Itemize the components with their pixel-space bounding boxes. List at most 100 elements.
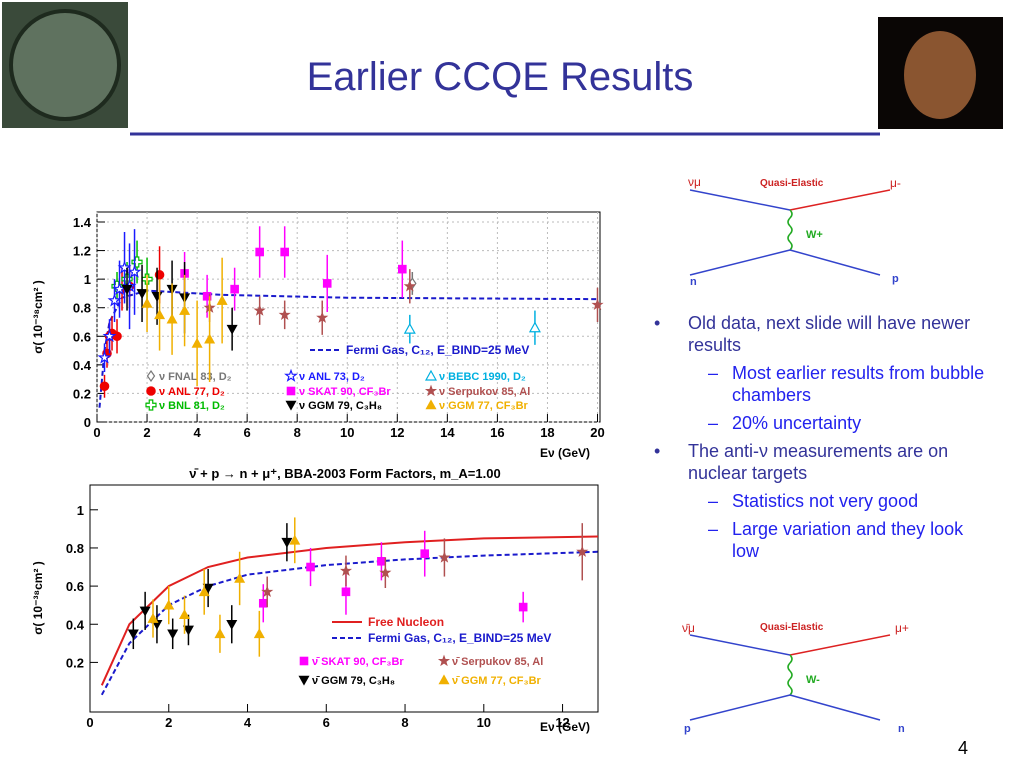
y-axis-label: σ( 10⁻³⁸cm² ) — [31, 280, 45, 354]
marker — [286, 386, 296, 396]
marker — [298, 675, 310, 686]
marker — [214, 628, 226, 639]
marker — [438, 674, 450, 685]
particle: ν̄μ — [682, 621, 695, 635]
marker — [289, 534, 301, 545]
legend-label: ν GGM 79, C₃H₈ — [299, 400, 382, 412]
marker — [182, 625, 194, 636]
fermion-line — [689, 249, 791, 276]
legend-label: Fermi Gas, C₁₂, E_BIND=25 MeV — [346, 343, 529, 357]
marker — [167, 629, 179, 640]
y-tick-label: 1 — [77, 503, 84, 518]
marker — [136, 289, 148, 300]
marker — [528, 321, 541, 333]
particle: νμ — [688, 175, 701, 189]
bullet: Most earlier results from bubble chamber… — [648, 362, 988, 406]
x-tick-label: 10 — [340, 425, 354, 440]
y-tick-label: 0.4 — [66, 617, 85, 632]
x-tick-label: 10 — [477, 715, 491, 730]
marker — [379, 566, 392, 578]
y-tick-label: 0.4 — [73, 358, 92, 373]
bullet: Statistics not very good — [648, 490, 988, 512]
marker — [202, 291, 212, 301]
fermion-line — [789, 634, 891, 656]
x-axis-label: Eν (GeV) — [540, 720, 590, 734]
legend-label: ν ANL 77, D₂ — [159, 386, 225, 398]
marker — [425, 399, 437, 410]
model-curve — [100, 550, 599, 696]
x-tick-label: 0 — [93, 425, 100, 440]
marker — [403, 279, 416, 292]
marker — [261, 585, 274, 597]
marker — [216, 294, 228, 305]
marker — [99, 381, 110, 392]
marker — [424, 384, 438, 397]
boson-line — [787, 209, 793, 251]
y-tick-label: 0.2 — [73, 386, 91, 401]
fermion-line — [689, 694, 791, 721]
y-tick-label: 0.6 — [73, 329, 91, 344]
marker — [154, 309, 166, 320]
marker — [284, 368, 298, 382]
fermion-line — [789, 189, 891, 211]
marker — [316, 311, 329, 323]
marker — [299, 656, 309, 666]
legend-label: ν SKAT 90, CF₃Br — [299, 386, 391, 398]
marker — [437, 654, 451, 667]
fermion-line — [789, 249, 881, 276]
legend-label: ν̄ Serpukov 85, Al — [452, 656, 543, 668]
x-axis-label: Eν (GeV) — [540, 446, 590, 460]
x-tick-label: 6 — [323, 715, 330, 730]
marker — [97, 350, 112, 364]
legend-label: ν BNL 81, D₂ — [159, 400, 225, 412]
diagram-label: Quasi-Elastic — [760, 178, 824, 189]
portrait-face — [904, 31, 976, 119]
marker — [179, 304, 191, 315]
legend-label: Free Nucleon — [368, 615, 444, 629]
particle: p — [892, 273, 899, 285]
x-tick-label: 0 — [86, 715, 93, 730]
marker — [576, 545, 589, 557]
logo-seal — [9, 9, 121, 121]
marker — [146, 386, 156, 396]
marker — [145, 399, 157, 411]
x-tick-label: 14 — [440, 425, 455, 440]
chart-title: ν̄ + p → n + μ⁺, BBA-2003 Form Factors, … — [189, 466, 500, 481]
legend-label: ν̄ GGM 79, C₃H₈ — [312, 675, 395, 687]
particle: μ- — [890, 176, 901, 190]
marker — [131, 256, 143, 268]
x-tick-label: 6 — [244, 425, 251, 440]
marker — [398, 264, 407, 274]
fermion-line — [789, 694, 881, 721]
marker — [306, 562, 315, 572]
x-tick-label: 4 — [193, 425, 201, 440]
boson-line — [787, 654, 793, 696]
marker — [322, 279, 332, 288]
marker — [139, 606, 151, 617]
y-axis-label: σ( 10⁻³⁸cm² ) — [31, 561, 45, 635]
marker — [420, 549, 430, 558]
marker — [198, 586, 210, 597]
bullet: The anti-ν measurements are on nuclear t… — [648, 440, 988, 484]
marker — [204, 333, 216, 344]
legend-label: ν FNAL 83, D₂ — [159, 371, 232, 383]
x-tick-label: 12 — [390, 425, 404, 440]
marker — [339, 564, 353, 577]
marker — [234, 572, 246, 583]
marker — [166, 313, 178, 324]
marker — [258, 598, 268, 608]
y-tick-label: 0.6 — [66, 579, 84, 594]
marker — [191, 337, 203, 348]
marker — [285, 400, 297, 411]
particle: μ+ — [895, 621, 909, 635]
x-tick-label: 20 — [590, 425, 604, 440]
bullet-list: Old data, next slide will have newer res… — [648, 312, 988, 568]
x-tick-label: 12 — [555, 715, 569, 730]
marker — [147, 612, 159, 623]
marker — [278, 308, 291, 321]
page-number: 4 — [958, 738, 968, 758]
marker — [438, 551, 451, 563]
